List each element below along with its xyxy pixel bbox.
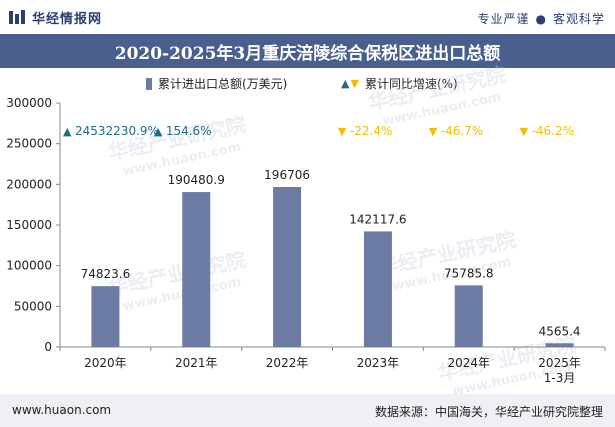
tagline-separator: ● [535, 12, 547, 26]
bar-chart: 华经产业研究院www.huaon.com华经产业研究院www.huaon.com… [6, 62, 606, 394]
growth-up-icon: ▲ [63, 125, 72, 138]
tagline: 专业严谨 ● 客观科学 [477, 10, 605, 27]
bar [182, 192, 211, 347]
logo-icon [9, 10, 25, 24]
footer-website: www.huaon.com [12, 403, 112, 417]
logo: 华经情报网 [8, 7, 102, 27]
y-tick-label: 100000 [6, 259, 52, 273]
y-tick-label: 300000 [6, 96, 52, 110]
logo-text: 华经情报网 [32, 11, 103, 27]
growth-label: 24532230.9% [75, 124, 159, 138]
legend-growth-icon: ▲ ▼ [341, 77, 359, 90]
growth-down-icon: ▼ [429, 125, 438, 138]
top-bar: 华经情报网 专业严谨 ● 客观科学 [0, 0, 615, 34]
footer: www.huaon.com 数据来源：中国海关，华经产业研究院整理 [0, 394, 615, 427]
tagline-left: 专业严谨 [477, 12, 530, 26]
legend-bar-label: 累计进出口总额(万美元) [158, 77, 288, 91]
y-tick-label: 250000 [6, 137, 52, 151]
bar-value-label: 4565.4 [539, 324, 581, 338]
bar-value-label: 190480.9 [168, 173, 225, 187]
growth-label: -46.2% [532, 124, 574, 138]
growth-down-icon: ▼ [338, 125, 347, 138]
x-tick-label: 2020年 [84, 356, 127, 370]
bar-value-label: 74823.6 [81, 267, 131, 281]
x-tick-label: 1-3月 [544, 371, 576, 385]
growth-label: -46.7% [441, 124, 483, 138]
y-tick-label: 200000 [6, 177, 52, 191]
bar [91, 286, 120, 347]
footer-source: 数据来源：中国海关，华经产业研究院整理 [374, 405, 603, 419]
x-tick-label: 2022年 [266, 356, 309, 370]
legend-growth-label: 累计同比增速(%) [364, 77, 458, 91]
legend: 累计进出口总额(万美元) ▲ ▼ 累计同比增速(%) [0, 72, 615, 94]
bar [454, 285, 483, 347]
growth-up-icon: ▲ [154, 125, 163, 138]
x-tick-label: 2023年 [357, 356, 400, 370]
bar-value-label: 75785.8 [444, 266, 494, 280]
y-tick-label: 150000 [6, 218, 52, 232]
bar [363, 231, 392, 347]
x-tick-label: 2025年 [538, 356, 581, 370]
legend-item-growth: ▲ ▼ 累计同比增速(%) [341, 75, 458, 92]
bar [273, 187, 302, 347]
x-tick-label: 2021年 [175, 356, 218, 370]
bar-value-label: 196706 [264, 168, 310, 182]
growth-down-icon: ▼ [520, 125, 529, 138]
chart-title: 2020-2025年3月重庆涪陵综合保税区进出口总额 [0, 34, 615, 68]
growth-label: 154.6% [166, 124, 212, 138]
tagline-right: 客观科学 [552, 12, 605, 26]
y-tick-label: 0 [44, 340, 52, 354]
bar [545, 343, 574, 347]
legend-bar-swatch [146, 77, 152, 90]
bar-value-label: 142117.6 [349, 212, 406, 226]
y-tick-label: 50000 [14, 299, 52, 313]
x-tick-label: 2024年 [447, 356, 490, 370]
growth-label: -22.4% [350, 124, 392, 138]
legend-item-bar: 累计进出口总额(万美元) [146, 75, 287, 92]
